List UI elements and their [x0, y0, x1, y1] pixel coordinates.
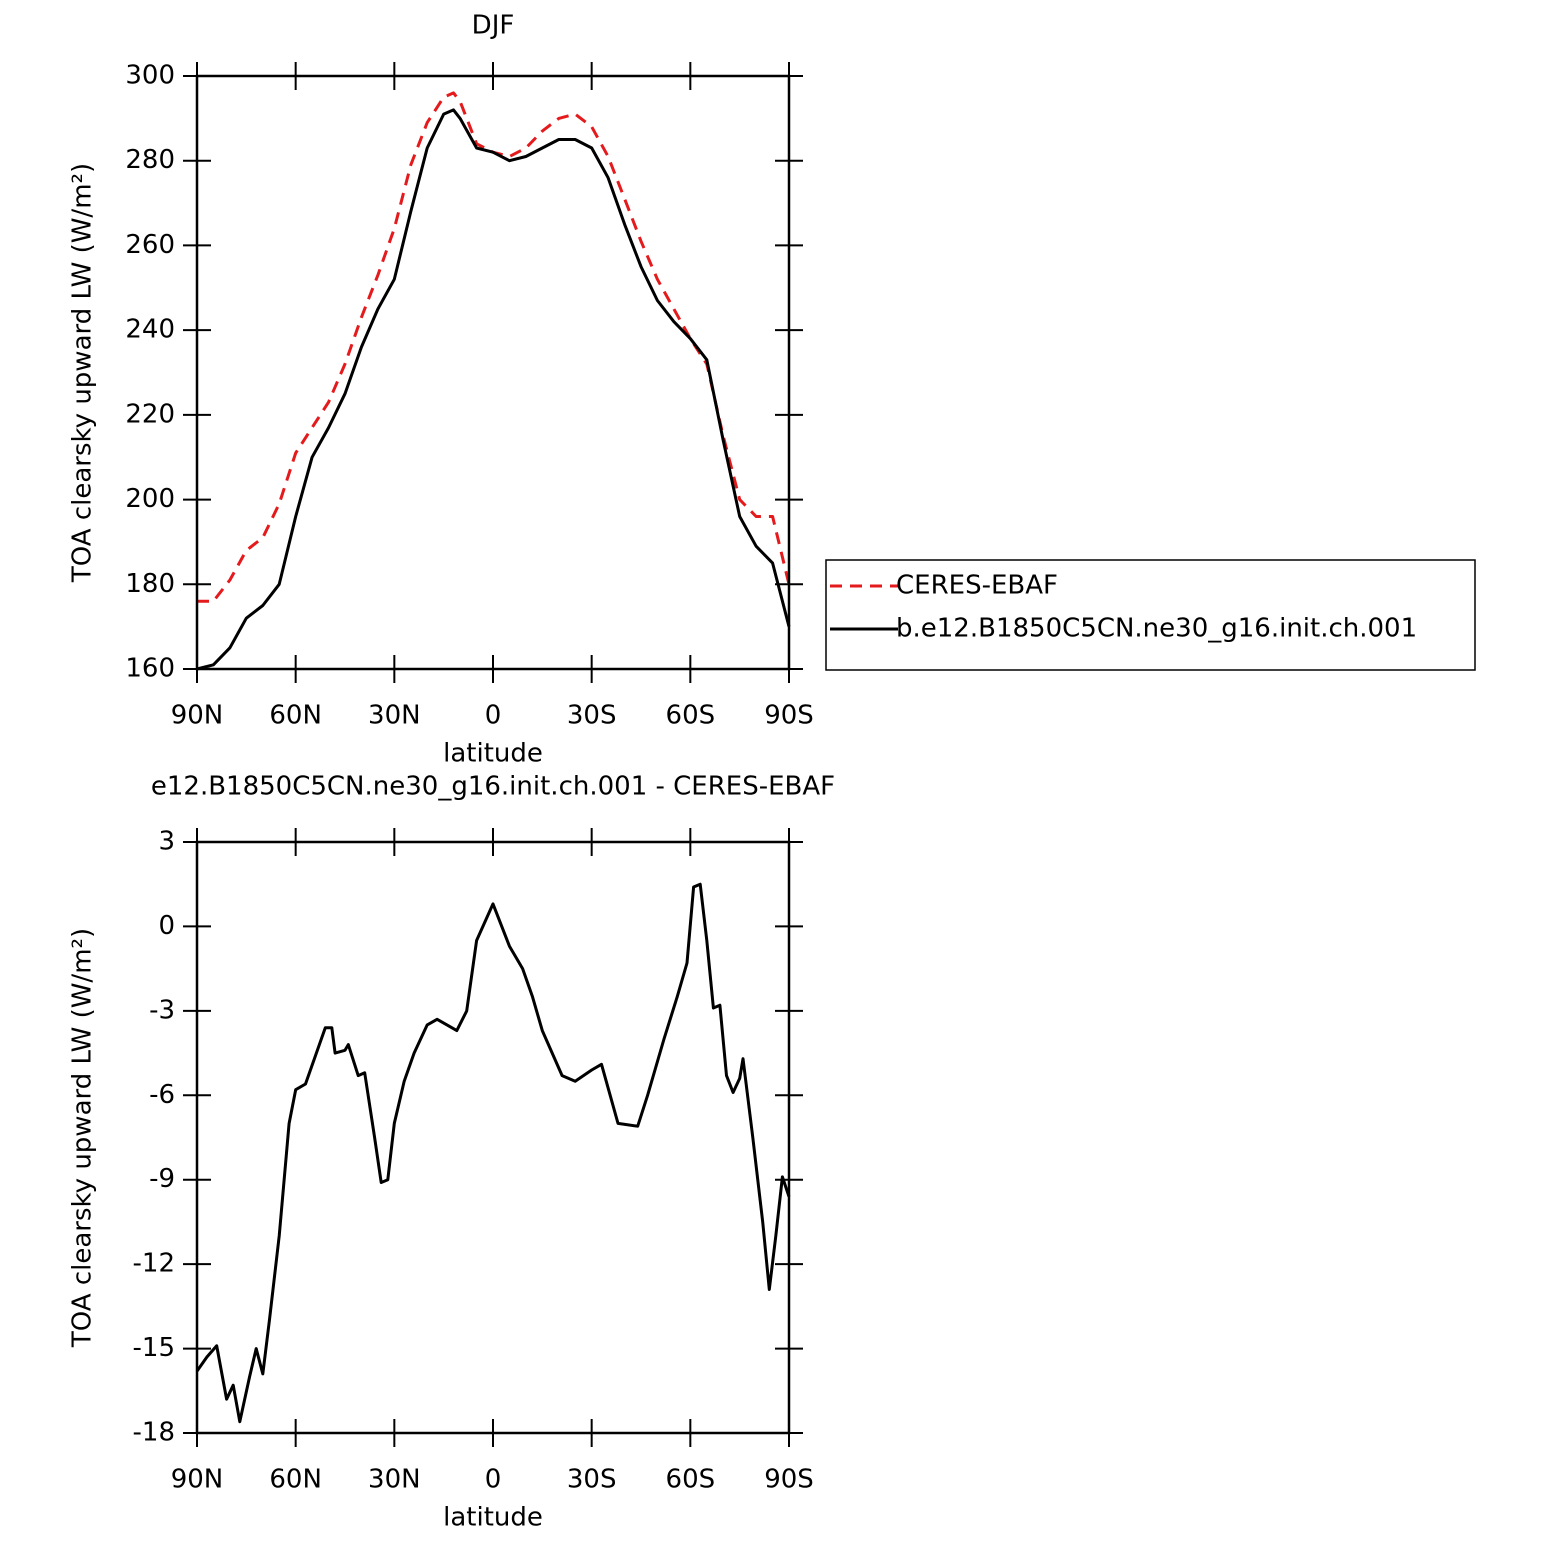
plot-frame — [195, 840, 791, 1435]
y-tick-label: 240 — [125, 315, 175, 345]
y-tick-label: 300 — [125, 61, 175, 91]
x-tick-label: 60N — [269, 701, 322, 731]
y-tick-label: 200 — [125, 484, 175, 514]
series-line — [196, 108, 791, 671]
x-tick-label: 30N — [368, 1465, 421, 1495]
chart-title: e12.B1850C5CN.ne30_g16.init.ch.001 - CER… — [151, 772, 835, 802]
y-tick-label: 260 — [125, 230, 175, 260]
x-tick-label: 90N — [171, 1465, 224, 1495]
y-tick-label: 3 — [158, 827, 175, 857]
x-tick-label: 60S — [666, 1465, 716, 1495]
y-axis-label: TOA clearsky upward LW (W/m²) — [68, 928, 98, 1348]
x-tick-label: 90S — [764, 1465, 814, 1495]
y-tick-label: -12 — [133, 1249, 175, 1279]
x-axis-label: latitude — [443, 739, 543, 769]
legend-label: b.e12.B1850C5CN.ne30_g16.init.ch.001 — [896, 614, 1417, 644]
y-tick-label: -9 — [149, 1164, 175, 1194]
x-tick-label: 90N — [171, 701, 224, 731]
y-tick-label: 180 — [125, 569, 175, 599]
y-tick-label: 280 — [125, 145, 175, 175]
series-line — [197, 91, 791, 603]
x-tick-label: 30N — [368, 701, 421, 731]
y-axis-label: TOA clearsky upward LW (W/m²) — [68, 163, 98, 583]
series-line — [195, 882, 791, 1424]
legend-label: CERES-EBAF — [896, 571, 1058, 601]
x-tick-label: 0 — [485, 701, 502, 731]
y-tick-label: -18 — [133, 1418, 175, 1448]
y-tick-label: 0 — [158, 911, 175, 941]
y-tick-label: -15 — [133, 1333, 175, 1363]
x-tick-label: 30S — [567, 1465, 617, 1495]
x-tick-label: 90S — [764, 701, 814, 731]
chart-title: DJF — [472, 11, 515, 41]
y-tick-label: -3 — [149, 995, 175, 1025]
y-tick-label: 160 — [125, 654, 175, 684]
x-tick-label: 0 — [485, 1465, 502, 1495]
x-tick-label: 60N — [269, 1465, 322, 1495]
x-tick-label: 60S — [666, 701, 716, 731]
legend-box — [825, 559, 1476, 671]
x-tick-label: 30S — [567, 701, 617, 731]
x-axis-label: latitude — [443, 1503, 543, 1533]
y-tick-label: 220 — [125, 399, 175, 429]
plot-frame — [195, 74, 791, 671]
y-tick-label: -6 — [149, 1080, 175, 1110]
